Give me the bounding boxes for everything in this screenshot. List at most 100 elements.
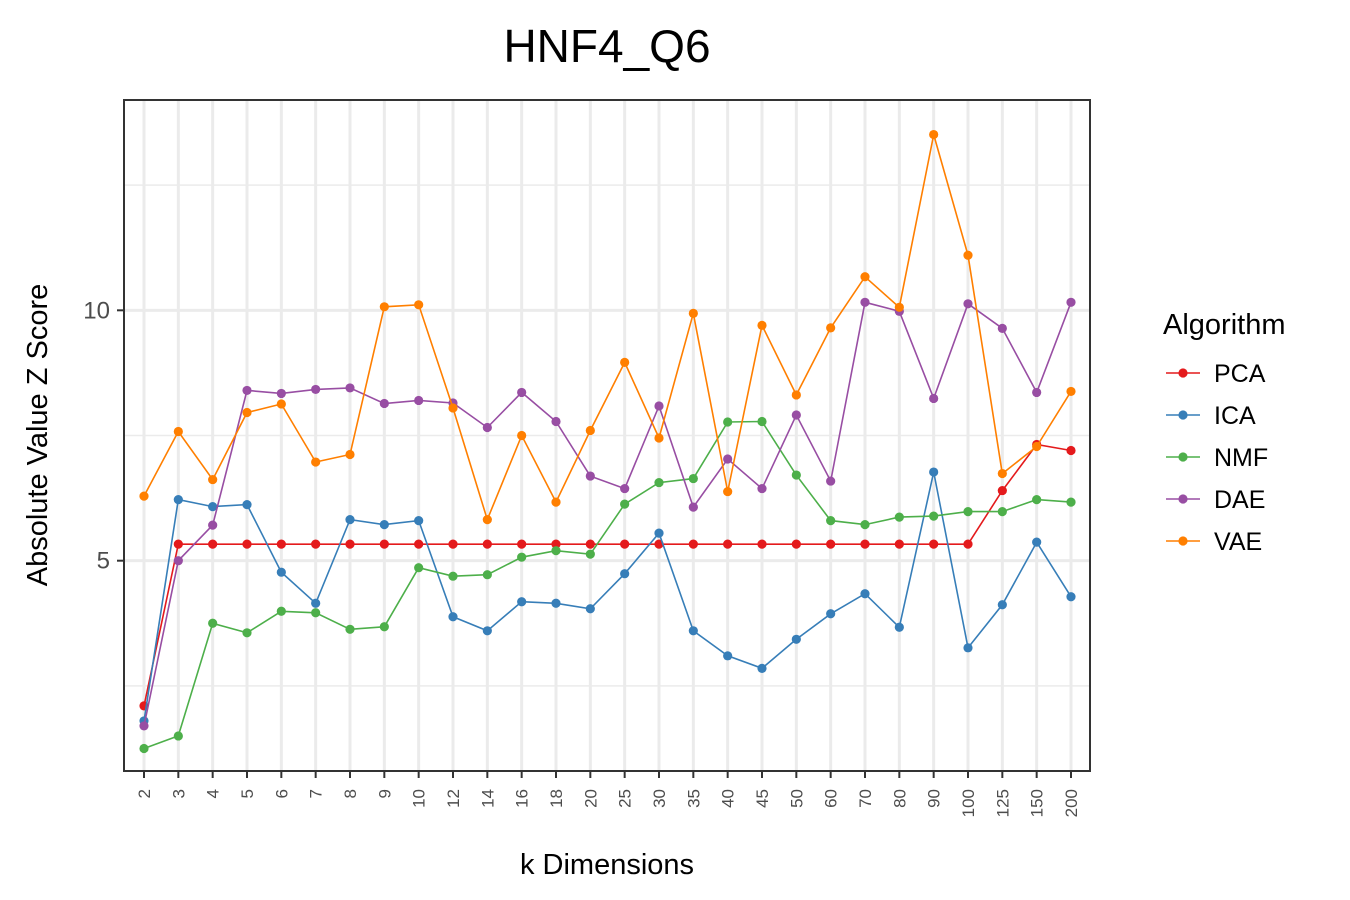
x-tick-label: 14 [478, 789, 497, 808]
data-point-vae [139, 491, 149, 501]
data-point-dae [139, 721, 149, 731]
data-point-ica [1032, 537, 1042, 547]
data-point-vae [654, 433, 664, 443]
legend-label: ICA [1214, 402, 1256, 430]
x-tick-label: 200 [1062, 789, 1081, 817]
legend-item-vae: VAE [1166, 528, 1262, 556]
x-tick-label: 125 [993, 789, 1012, 817]
data-point-nmf [654, 477, 664, 488]
x-tick-labels: 2 3 4 5 6 7 8 9 10 12 14 16 18 20 25 30 35 40 45 50 60 70 80 90… [135, 789, 1081, 817]
legend-key-point [1178, 452, 1188, 462]
x-tick-label: 30 [650, 789, 669, 808]
data-point-pca [345, 539, 355, 549]
legend-item-dae: DAE [1166, 486, 1265, 514]
data-point-nmf [997, 507, 1007, 517]
data-point-vae [894, 302, 904, 312]
data-point-vae [173, 426, 183, 437]
series-line-dae [143, 301, 1072, 727]
data-point-pca [723, 539, 733, 549]
data-point-ica [551, 598, 561, 608]
legend-key-point [1178, 536, 1188, 546]
x-tick-label: 4 [204, 789, 223, 798]
data-point-vae [414, 300, 424, 310]
legend-title: Algorithm [1163, 309, 1286, 341]
data-point-ica [173, 494, 183, 505]
data-point-pca [551, 539, 561, 549]
data-point-pca [826, 539, 836, 549]
data-point-dae [654, 401, 664, 411]
x-tick-label: 50 [787, 789, 806, 808]
data-point-pca [688, 539, 698, 549]
data-point-dae [517, 387, 527, 398]
data-point-pca [757, 539, 767, 549]
data-point-nmf [345, 624, 355, 634]
x-tick-label: 7 [307, 789, 326, 798]
data-point-nmf [1066, 497, 1076, 507]
data-point-vae [997, 468, 1007, 479]
data-point-vae [860, 272, 870, 282]
x-tick-label: 8 [341, 789, 360, 798]
data-point-vae [482, 515, 492, 525]
data-point-vae [791, 390, 801, 400]
x-tick-label: 60 [822, 789, 841, 808]
data-point-vae [585, 425, 595, 436]
data-point-ica [448, 612, 458, 622]
data-point-vae [379, 302, 389, 312]
legend-label: VAE [1214, 528, 1262, 556]
data-point-dae [585, 471, 595, 481]
data-point-ica [276, 567, 286, 577]
data-point-vae [551, 497, 561, 507]
data-point-vae [276, 399, 286, 409]
data-point-dae [963, 299, 973, 309]
data-point-nmf [791, 470, 801, 480]
data-point-vae [620, 357, 630, 367]
data-point-ica [757, 663, 767, 673]
data-point-nmf [757, 416, 767, 427]
data-point-ica [414, 516, 424, 526]
data-point-dae [791, 410, 801, 420]
data-point-pca [791, 539, 801, 549]
data-point-dae [173, 556, 183, 566]
data-point-ica [379, 520, 389, 530]
data-point-ica [963, 643, 973, 653]
data-point-dae [482, 422, 492, 433]
legend: Algorithm PCA ICA NMF DAE VAE [1163, 309, 1286, 556]
data-point-pca [208, 539, 218, 549]
series-line-pca [143, 443, 1072, 707]
data-point-pca [242, 539, 252, 549]
series-ica [139, 467, 1076, 726]
data-point-ica [517, 597, 527, 607]
data-point-ica [997, 600, 1007, 610]
data-point-vae [1032, 441, 1042, 452]
data-point-nmf [448, 571, 458, 581]
data-point-pca [997, 485, 1007, 496]
data-point-dae [688, 502, 698, 512]
data-point-nmf [517, 552, 527, 562]
data-point-ica [791, 634, 801, 644]
data-point-nmf [414, 563, 424, 573]
x-tick-label: 40 [719, 789, 738, 808]
legend-item-ica: ICA [1166, 402, 1256, 430]
data-point-nmf [860, 520, 870, 530]
data-point-ica [860, 589, 870, 599]
data-point-nmf [208, 618, 218, 628]
y-tick-label: 5 [97, 548, 110, 575]
x-tick-label: 18 [547, 789, 566, 808]
data-point-vae [345, 449, 355, 460]
data-point-nmf [826, 516, 836, 526]
data-point-pca [894, 539, 904, 549]
data-point-nmf [723, 417, 733, 427]
data-point-dae [551, 416, 561, 427]
grid-minor [124, 184, 1090, 687]
x-tick-label: 5 [238, 789, 257, 798]
data-point-nmf [173, 731, 183, 741]
data-point-ica [929, 467, 939, 477]
legend-label: PCA [1214, 360, 1266, 388]
axis-ticks [117, 309, 1072, 778]
data-point-nmf [963, 507, 973, 517]
x-tick-label: 100 [959, 789, 978, 817]
data-point-pca [929, 539, 939, 549]
data-point-nmf [688, 473, 698, 484]
series-vae [139, 129, 1076, 525]
data-point-nmf [620, 499, 630, 509]
